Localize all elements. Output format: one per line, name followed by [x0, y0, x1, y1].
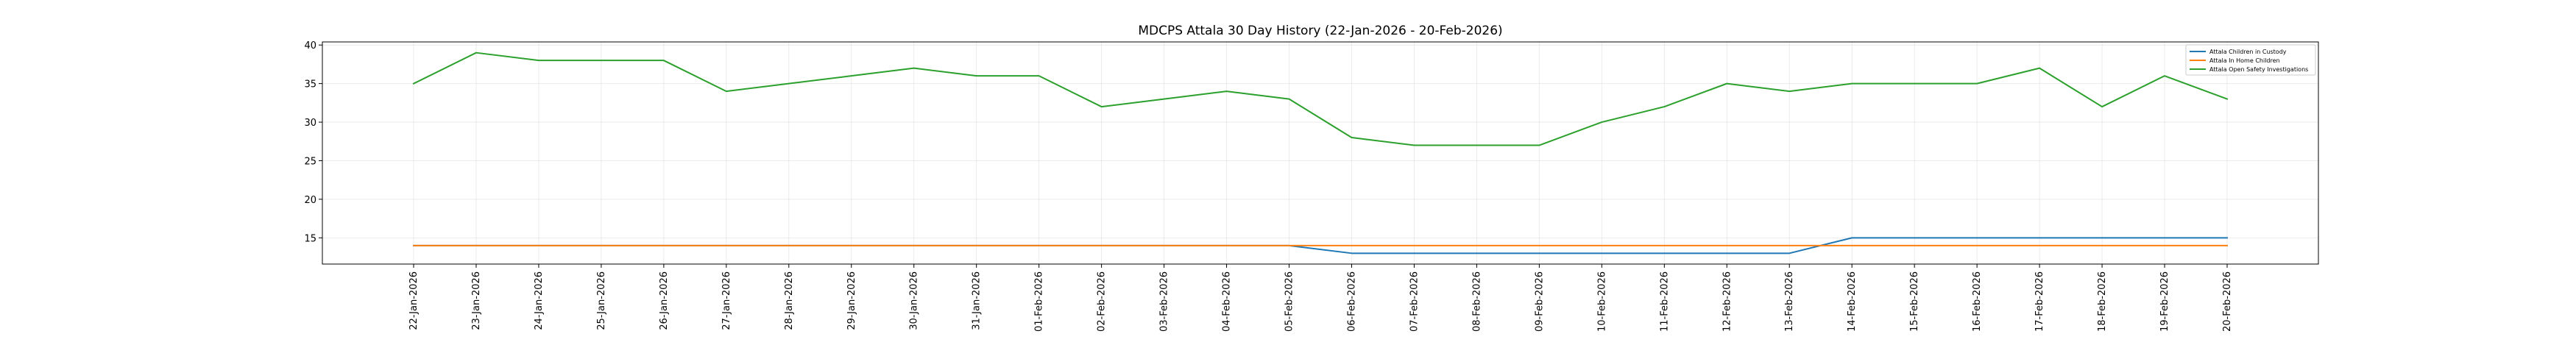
x-tick-label: 24-Jan-2026	[534, 271, 545, 330]
legend-label: Attala Open Safety Investigations	[2209, 66, 2308, 73]
y-tick-label: 40	[304, 40, 316, 51]
x-tick-label: 16-Feb-2026	[1972, 271, 1983, 332]
x-tick-label: 25-Jan-2026	[596, 271, 607, 330]
y-tick-label: 25	[304, 156, 316, 167]
x-tick-label: 19-Feb-2026	[2159, 271, 2170, 332]
x-tick-label: 30-Jan-2026	[909, 271, 920, 330]
x-tick-label: 02-Feb-2026	[1097, 271, 1108, 332]
x-tick-label: 15-Feb-2026	[1909, 271, 1920, 332]
y-tick-label: 15	[304, 233, 316, 244]
x-tick-label: 13-Feb-2026	[1784, 271, 1795, 332]
x-tick-label: 22-Jan-2026	[408, 271, 420, 330]
y-tick-label: 35	[304, 79, 316, 90]
x-tick-label: 09-Feb-2026	[1534, 271, 1545, 332]
x-tick-label: 11-Feb-2026	[1659, 271, 1670, 332]
x-tick-label: 14-Feb-2026	[1847, 271, 1858, 332]
x-tick-label: 03-Feb-2026	[1159, 271, 1170, 332]
legend-label: Attala In Home Children	[2209, 57, 2280, 64]
x-tick-label: 04-Feb-2026	[1222, 271, 1233, 332]
grid	[322, 42, 2318, 264]
x-tick-label: 07-Feb-2026	[1409, 271, 1420, 332]
x-tick-label: 27-Jan-2026	[721, 271, 732, 330]
y-tick-label: 30	[304, 118, 316, 129]
x-tick-label: 20-Feb-2026	[2222, 271, 2233, 332]
chart-title: MDCPS Attala 30 Day History (22-Jan-2026…	[1138, 24, 1502, 38]
x-tick-label: 05-Feb-2026	[1284, 271, 1295, 332]
x-tick-label: 17-Feb-2026	[2034, 271, 2045, 332]
x-tick-label: 31-Jan-2026	[972, 271, 983, 330]
x-tick-label: 06-Feb-2026	[1346, 271, 1357, 332]
plot-frame	[322, 41, 2319, 265]
x-tick-label: 01-Feb-2026	[1034, 271, 1045, 332]
y-tick-label: 20	[304, 195, 316, 206]
x-tick-label: 29-Jan-2026	[846, 271, 857, 330]
axes: 22-Jan-2026 23-Jan-2026 24-Jan-2026 25-Jan-…	[304, 40, 2233, 332]
legend-label: Attala Children in Custody	[2209, 49, 2287, 55]
x-tick-label: 10-Feb-2026	[1596, 271, 1607, 332]
series-line-3	[412, 51, 2229, 146]
x-tick-label: 12-Feb-2026	[1722, 271, 1733, 332]
legend-box	[2185, 44, 2316, 76]
x-tick-label: 26-Jan-2026	[659, 271, 670, 330]
x-tick-label: 18-Feb-2026	[2097, 271, 2108, 332]
x-tick-label: 23-Jan-2026	[471, 271, 482, 330]
x-tick-label: 28-Jan-2026	[784, 271, 795, 330]
legend: Attala Children in Custody Attala In Home…	[2185, 44, 2316, 76]
series-group	[412, 51, 2229, 254]
x-tick-label: 08-Feb-2026	[1471, 271, 1482, 332]
